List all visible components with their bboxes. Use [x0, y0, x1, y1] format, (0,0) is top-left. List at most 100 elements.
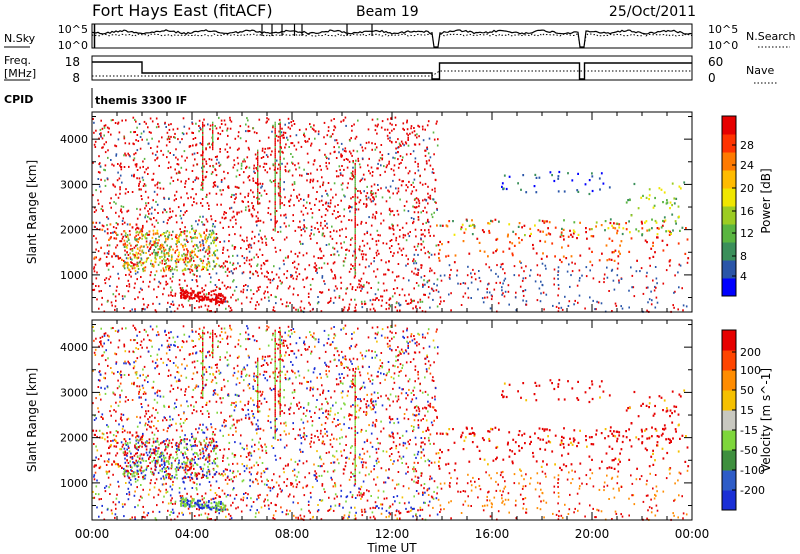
scatter-cell [603, 273, 606, 276]
scatter-cell [408, 170, 411, 173]
scatter-cell [129, 339, 132, 342]
scatter-cell [117, 346, 120, 349]
scatter-cell [113, 445, 116, 448]
scatter-cell [167, 375, 170, 377]
scatter-cell [378, 252, 380, 255]
scatter-cell [190, 259, 192, 262]
scatter-cell [143, 245, 145, 248]
scatter-cell [424, 154, 427, 157]
scatter-cell [187, 249, 189, 252]
scatter-cell [161, 245, 164, 248]
scatter-cell [388, 160, 390, 163]
scatter-cell [121, 419, 123, 422]
scatter-cell [316, 399, 318, 401]
scatter-cell [253, 242, 256, 245]
scatter-cell [106, 232, 109, 235]
scatter-cell [215, 370, 218, 373]
scatter-cell [153, 496, 155, 499]
scatter-cell [241, 446, 244, 449]
scatter-cell [163, 252, 165, 255]
scatter-cell [149, 280, 151, 283]
scatter-cell [184, 260, 187, 263]
scatter-cell [153, 243, 156, 246]
scatter-cell [140, 195, 143, 197]
scatter-cell [168, 255, 170, 257]
scatter-cell [274, 166, 276, 169]
scatter-cell [427, 218, 429, 221]
scatter-cell [295, 168, 297, 171]
scatter-cell [169, 248, 172, 251]
scatter-cell [369, 516, 372, 519]
scatter-cell [139, 136, 142, 138]
scatter-cell [389, 330, 391, 333]
scatter-cell [127, 487, 130, 490]
scatter-cell [485, 263, 487, 266]
scatter-cell [368, 424, 370, 427]
scatter-cell [215, 192, 218, 195]
scatter-cell [208, 250, 211, 253]
scatter-cell [270, 502, 272, 505]
scatter-cell [211, 171, 214, 174]
scatter-cell [194, 179, 196, 182]
scatter-cell [248, 209, 250, 212]
scatter-cell [618, 226, 621, 229]
scatter-cell [351, 206, 353, 209]
scatter-cell [138, 231, 141, 234]
scatter-cell [309, 380, 312, 383]
scatter-cell [309, 491, 312, 494]
scatter-cell [256, 301, 258, 304]
scatter-cell [216, 256, 218, 259]
scatter-cell [353, 484, 356, 487]
scatter-cell [353, 250, 356, 253]
scatter-cell [212, 242, 215, 245]
scatter-cell [118, 215, 120, 218]
scatter-cell [366, 192, 369, 195]
scatter-cell [256, 264, 258, 267]
scatter-cell [137, 233, 140, 236]
scatter-cell [152, 178, 154, 181]
scatter-cell [327, 194, 329, 197]
scatter-cell [671, 204, 673, 207]
scatter-cell [164, 209, 166, 212]
scatter-cell [409, 153, 412, 155]
scatter-cell [129, 271, 132, 273]
scatter-cell [92, 289, 94, 291]
scatter-cell [394, 116, 397, 119]
scatter-cell [667, 229, 670, 233]
scatter-cell [397, 146, 399, 149]
scatter-cell [257, 149, 259, 152]
scatter-cell [181, 346, 183, 349]
scatter-cell [310, 440, 312, 443]
scatter-cell [168, 138, 171, 141]
scatter-cell [373, 183, 376, 186]
scatter-cell [410, 301, 412, 304]
scatter-cell [397, 158, 399, 161]
scatter-cell [417, 198, 420, 201]
scatter-cell [172, 248, 174, 251]
scatter-cell [104, 151, 107, 154]
scatter-cell [262, 156, 265, 158]
scatter-cell [292, 277, 295, 280]
scatter-cell [190, 196, 192, 199]
scatter-cell [180, 210, 182, 212]
scatter-cell [166, 258, 169, 260]
scatter-cell [295, 134, 298, 137]
scatter-cell [274, 197, 276, 200]
scatter-cell [360, 277, 363, 280]
scatter-cell [380, 304, 383, 307]
scatter-cell [194, 253, 196, 256]
scatter-cell [357, 160, 360, 162]
scatter-cell [379, 174, 382, 177]
scatter-cell [281, 342, 283, 345]
scatter-cell [197, 177, 200, 180]
scatter-cell [612, 226, 615, 229]
scatter-cell [202, 452, 205, 455]
scatter-cell [557, 284, 560, 286]
scatter-cell [172, 480, 174, 483]
scatter-cell [136, 226, 139, 229]
scatter-cell [303, 494, 306, 497]
scatter-cell [541, 283, 544, 286]
scatter-cell [108, 250, 110, 253]
scatter-cell [121, 327, 123, 330]
scatter-cell [349, 243, 352, 246]
